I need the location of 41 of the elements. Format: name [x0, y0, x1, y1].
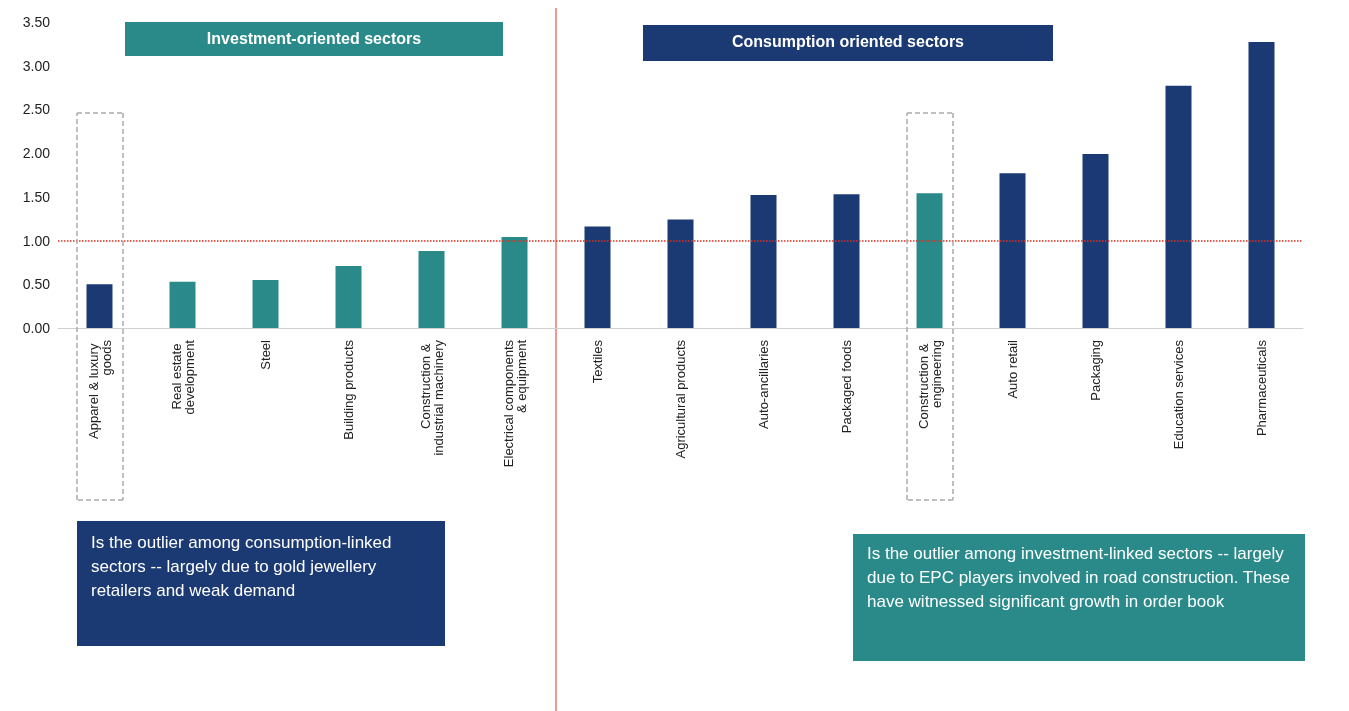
bar: [916, 193, 943, 328]
y-tick-label: 0.50: [22, 276, 51, 293]
x-tick-label: Agricultural products: [673, 339, 688, 459]
x-tick-label: Packaging: [1088, 340, 1103, 401]
x-tick-label: Apparel & luxury goods: [85, 339, 114, 439]
x-tick-label: Steel: [258, 339, 273, 370]
bar: [501, 237, 528, 328]
text-box: Investment-oriented sectors: [125, 22, 503, 56]
bar: [252, 279, 279, 328]
bar: [1248, 42, 1275, 328]
x-tick-label: Construction & engineering: [915, 340, 944, 429]
y-tick-label: 0.00: [22, 320, 51, 336]
x-tick-label: Education services: [1171, 339, 1186, 450]
x-tick-label: Auto-ancillaries: [756, 339, 771, 429]
bar: [86, 284, 113, 328]
x-tick-label: Pharmaceuticals: [1254, 339, 1269, 437]
y-tick-label: 2.00: [22, 145, 51, 162]
bar: [584, 226, 611, 328]
x-tick-label: Building products: [341, 339, 356, 440]
bar: [667, 219, 694, 328]
x-tick-label: Construction & industrial machinery: [417, 339, 446, 456]
y-tick-label: 2.50: [22, 101, 51, 118]
bar: [833, 194, 860, 328]
x-tick-label: Packaged foods: [839, 339, 854, 434]
bar: [335, 265, 362, 328]
bar: [418, 251, 445, 328]
text-box: Is the outlier among consumption-linked sectors -- largely due to gold jewellery retailers and weak demand: [77, 521, 445, 646]
bar: [169, 281, 196, 328]
x-tick-label: Auto retail: [1005, 339, 1020, 399]
bar: [999, 173, 1026, 328]
y-tick-label: 1.50: [22, 188, 51, 205]
text-box: Is the outlier among investment-linked sectors -- largely due to EPC players involved in road construction. These have witnessed significant growth in order book: [853, 534, 1305, 661]
bar: [750, 195, 777, 328]
y-tick-label: 1.00: [22, 232, 51, 249]
y-tick-label: 3.50: [22, 14, 51, 30]
text-box: Consumption oriented sectors: [643, 25, 1053, 61]
bar: [1082, 154, 1109, 328]
x-tick-label: Textiles: [590, 339, 605, 384]
y-tick-label: 3.00: [22, 57, 51, 74]
x-tick-label: Real estate development: [168, 339, 197, 415]
bar: [1165, 85, 1192, 328]
